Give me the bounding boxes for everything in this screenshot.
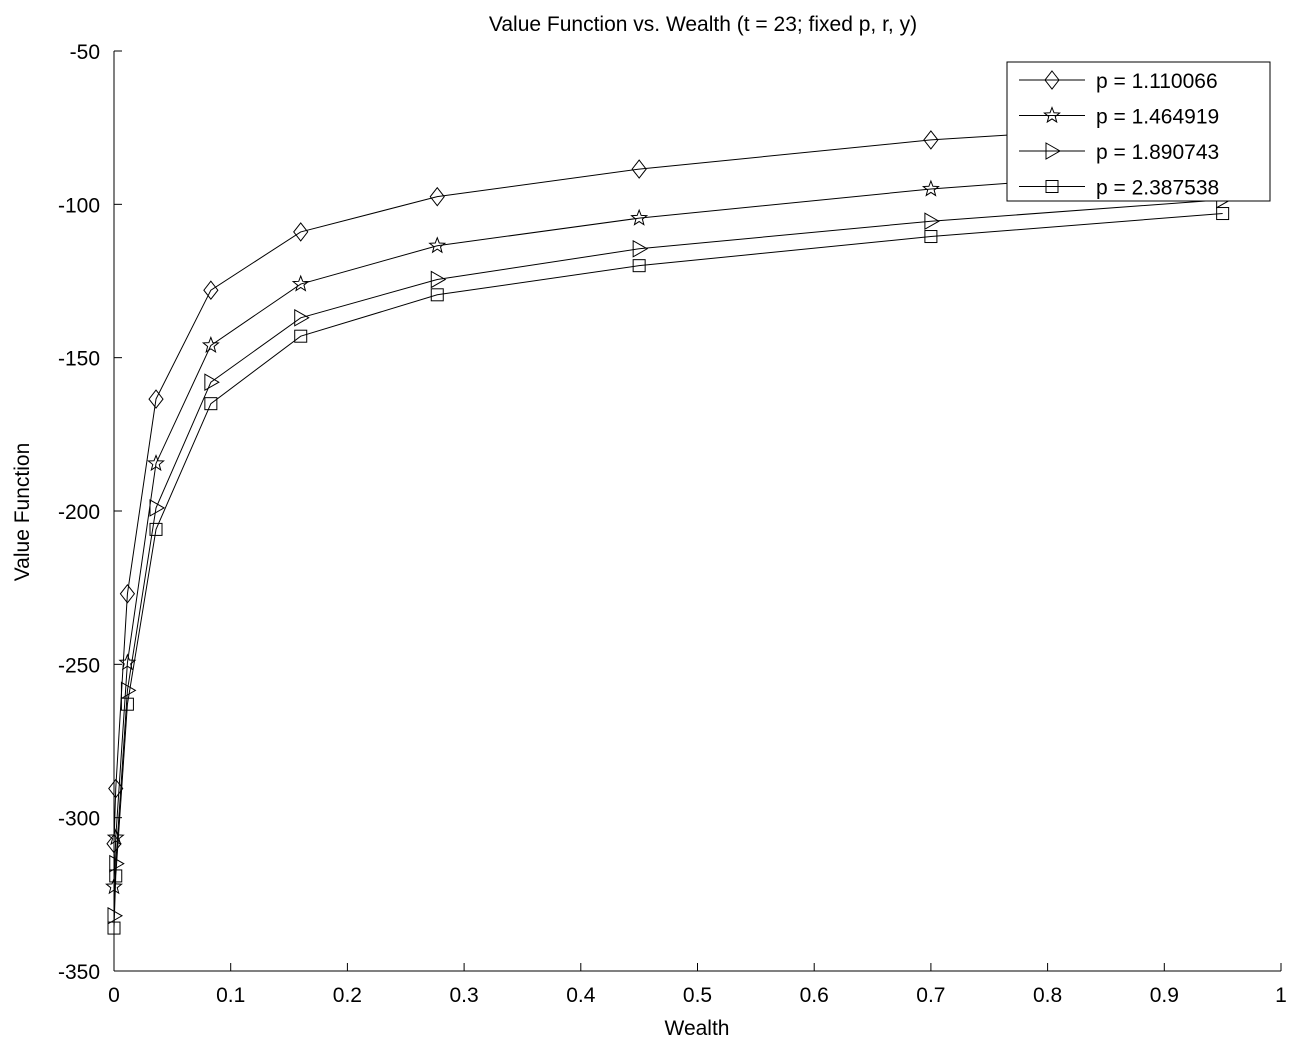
legend: p = 1.110066 p = 1.464919 p = 1.890743 p = … [1006, 61, 1271, 202]
series-line [113, 199, 1223, 916]
x-tick-label: 0 [108, 984, 120, 1007]
data-point-marker [149, 499, 166, 517]
y-tick-label: -350 [58, 961, 100, 984]
data-point-marker [921, 179, 940, 197]
data-point-marker [201, 335, 220, 354]
data-point-marker [294, 329, 308, 343]
plot-series [105, 111, 1232, 935]
data-point-marker [120, 697, 134, 711]
data-point-marker [106, 828, 125, 846]
legend-swatch-marker [1045, 180, 1059, 193]
data-point-marker [109, 869, 123, 883]
data-point-marker [632, 259, 646, 273]
chart-title: Value Function vs. Wealth (t = 23; fixed… [489, 13, 917, 36]
data-point-marker [430, 288, 444, 302]
legend-label: p = 1.110066 [1096, 70, 1218, 93]
data-point-marker [924, 212, 940, 231]
data-point-marker [294, 308, 310, 327]
legend-swatch-marker [1045, 142, 1062, 160]
data-point-marker [203, 280, 219, 301]
data-point-marker [631, 159, 647, 179]
y-tick-label: -300 [58, 808, 100, 831]
legend-label: p = 2.387538 [1096, 177, 1219, 200]
data-point-marker [924, 230, 938, 244]
x-tick-label: 0.5 [683, 984, 712, 1007]
data-point-marker [107, 921, 121, 935]
x-tick-label: 0.7 [916, 984, 945, 1007]
series-line [113, 167, 1223, 887]
data-point-marker [204, 397, 218, 411]
y-tick-label: -100 [58, 194, 100, 217]
data-point-marker [923, 130, 939, 150]
x-tick-label: 0.2 [333, 984, 362, 1007]
data-point-marker [120, 681, 137, 700]
data-point-marker [430, 270, 447, 289]
data-point-marker [429, 186, 445, 207]
data-point-marker [119, 583, 136, 604]
x-tick-label: 1 [1275, 984, 1287, 1007]
data-point-marker [293, 222, 309, 242]
x-tick-label: 0.3 [449, 984, 478, 1007]
data-point-marker [204, 373, 220, 392]
data-point-marker [632, 239, 649, 258]
x-tick-label: 0.4 [566, 984, 596, 1007]
series-4 [107, 207, 1230, 935]
legend-label: p = 1.464919 [1096, 106, 1219, 129]
data-point-marker [149, 522, 163, 536]
data-point-marker [1216, 207, 1230, 221]
x-tick-label: 0.6 [800, 984, 829, 1007]
data-point-marker [105, 877, 123, 895]
y-tick-label: -150 [58, 348, 100, 371]
x-tick-label: 0.9 [1150, 984, 1179, 1007]
data-point-marker [106, 833, 122, 854]
data-point-marker [428, 236, 447, 254]
axes: 0 0.1 0.2 0.3 0.4 0.5 0.6 0.7 0.8 0.9 1 -350 -300 -25… [58, 41, 1287, 1007]
y-tick-label: -50 [70, 41, 100, 64]
data-point-marker [148, 389, 164, 409]
data-point-marker [291, 274, 310, 292]
x-axis-label: Wealth [665, 1017, 730, 1040]
legend-box [1006, 61, 1271, 202]
data-point-marker [118, 653, 137, 671]
data-point-marker [147, 454, 165, 472]
legend-label: p = 1.890743 [1096, 141, 1219, 164]
series-line [113, 213, 1223, 929]
legend-swatch-marker [1043, 106, 1061, 124]
y-tick-label: -250 [58, 654, 100, 677]
x-tick-label: 0.1 [216, 984, 245, 1007]
x-tick-label: 0.8 [1033, 984, 1062, 1007]
y-axis-label: Value Function [11, 443, 34, 582]
data-point-marker [630, 208, 649, 226]
legend-swatch-marker [1044, 70, 1060, 90]
y-tick-label: -200 [58, 501, 100, 524]
data-point-marker [108, 778, 124, 799]
